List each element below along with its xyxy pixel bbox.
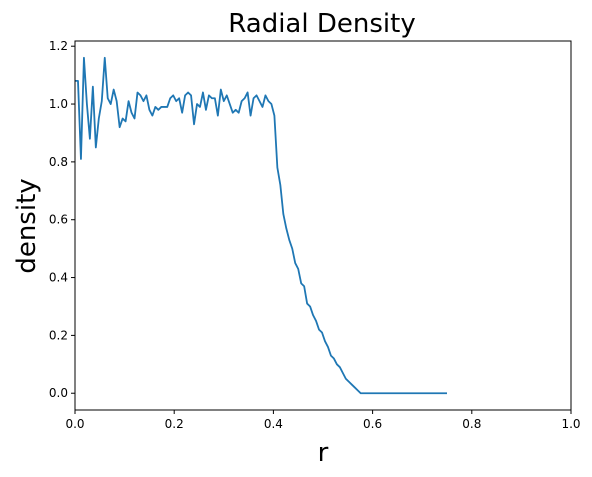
x-tick-label: 1.0 [561, 417, 580, 431]
plot-frame [74, 40, 572, 411]
y-tick-label: 0.4 [49, 271, 68, 285]
x-tick-label: 0.0 [65, 417, 84, 431]
y-tick-label: 0.8 [49, 155, 68, 169]
x-tick-label: 0.6 [363, 417, 382, 431]
y-tick-label: 1.2 [49, 39, 68, 53]
y-tick-label: 0.2 [49, 328, 68, 342]
data-series-line-group [75, 56, 447, 395]
density-line-series-0 [75, 56, 447, 395]
chart-title: Radial Density [228, 9, 415, 39]
y-tick-label: 0.0 [49, 386, 68, 400]
x-axis-label: r [318, 438, 329, 468]
x-tick-label: 0.4 [264, 417, 283, 431]
y-axis-label: density [12, 178, 42, 273]
y-tick-label: 0.6 [49, 213, 68, 227]
x-tick-label: 0.2 [165, 417, 184, 431]
y-tick-label: 1.0 [49, 97, 68, 111]
x-axis-ticks: 0.0 0.2 0.4 0.6 0.8 1.0 [65, 410, 581, 431]
x-tick-label: 0.8 [462, 417, 481, 431]
y-axis-ticks: 0.0 0.2 0.4 0.6 0.8 1.0 1.2 [49, 39, 75, 400]
